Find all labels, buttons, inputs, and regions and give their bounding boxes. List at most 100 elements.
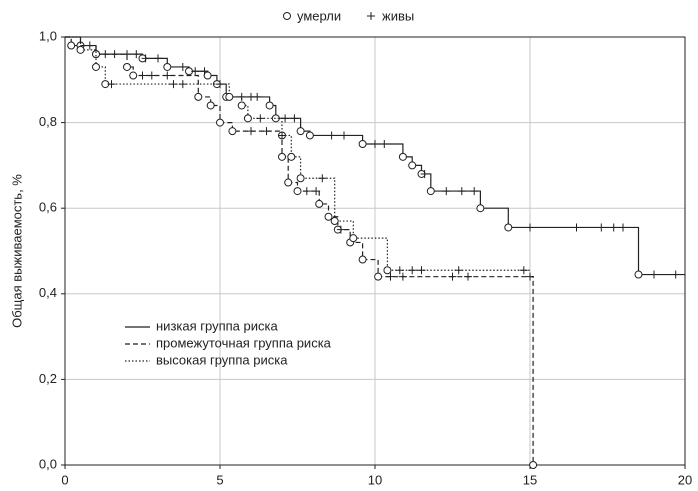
death-marker [374,272,383,281]
death-marker [194,92,203,101]
censored-marker [398,272,407,281]
censored-marker [457,187,466,196]
censored-marker [464,272,472,281]
death-marker [129,71,138,80]
x-tick-label: 5 [216,472,223,487]
death-marker [92,62,100,71]
y-tick-label: 1,0 [39,28,57,43]
censored-marker [318,174,327,183]
censored-marker [448,272,457,281]
censored-marker [386,272,395,281]
death-marker [398,152,407,161]
death-marker [67,41,76,50]
death-marker [324,212,333,221]
death-marker [293,187,302,196]
legend-censored-label: живы [382,8,414,23]
censored-marker [256,114,265,123]
censored-marker [191,67,200,76]
censored-marker [519,266,528,275]
death-marker [123,62,131,71]
censored-marker [312,187,321,196]
y-tick-label: 0,6 [39,200,57,215]
censored-marker [247,127,255,136]
death-marker [225,92,234,101]
censored-marker [408,266,417,275]
plot-frame [64,36,686,466]
death-marker [634,270,643,279]
censored-marker [609,223,618,232]
censored-marker [169,80,178,89]
censored-marker [420,169,429,178]
censored-marker [526,223,534,232]
death-marker [203,71,212,80]
death-marker [358,255,367,264]
death-marker [315,199,324,208]
death-marker [358,140,367,148]
censored-marker [380,140,389,148]
death-marker [228,127,237,136]
death-marker [296,127,305,136]
censored-marker [147,71,156,80]
y-tick-label: 0,0 [39,456,57,471]
y-tick-label: 0,8 [39,114,57,129]
censored-marker [302,187,311,196]
death-marker [408,161,417,170]
death-marker [529,461,538,469]
legend-death-symbol [283,12,291,20]
censored-marker [327,131,336,140]
censored-marker [278,131,286,140]
death-marker [206,101,215,110]
legend-label: высокая группа риска [156,352,288,367]
death-marker [278,152,286,161]
death-marker [504,223,513,232]
death-marker [265,101,274,110]
censored-marker [470,187,479,196]
death-marker [330,217,339,226]
legend-label: низкая группа риска [156,318,278,333]
censored-marker [395,266,404,275]
death-marker [426,187,435,196]
death-marker [476,204,485,213]
censored-marker [650,270,658,279]
death-marker [92,50,100,59]
death-marker [305,131,314,140]
x-tick-label: 20 [678,472,692,487]
censored-marker [178,62,187,71]
death-marker [216,118,224,127]
censored-marker [154,54,162,63]
censored-marker [526,272,534,281]
death-marker [284,178,293,187]
censored-marker [216,80,224,89]
death-marker [349,234,358,243]
censored-marker [597,223,606,232]
death-marker [287,152,296,161]
y-tick-label: 0,4 [39,285,57,300]
censored-marker [572,223,581,232]
survival-line [65,36,534,465]
death-marker [271,114,280,123]
censored-marker [371,140,379,148]
death-marker [383,266,392,275]
censored-marker [340,131,348,140]
censored-marker [262,127,271,136]
death-marker [296,174,305,183]
x-tick-label: 15 [523,472,537,487]
censored-marker [132,50,141,59]
censored-marker [178,80,187,89]
censored-marker [336,225,345,234]
legend-censored-symbol [367,12,375,20]
censored-marker [290,114,299,123]
legend-death-label: умерли [297,8,341,23]
death-marker [76,45,85,54]
x-tick-label: 0 [61,472,68,487]
x-tick-label: 10 [368,472,382,487]
censored-marker [619,223,627,232]
death-marker [163,62,172,71]
legend-label: промежуточная группа риска [156,335,332,350]
survival-line [65,36,530,271]
censored-marker [417,266,426,275]
censored-marker [138,71,147,80]
death-marker [237,101,246,110]
y-tick-label: 0,2 [39,371,57,386]
